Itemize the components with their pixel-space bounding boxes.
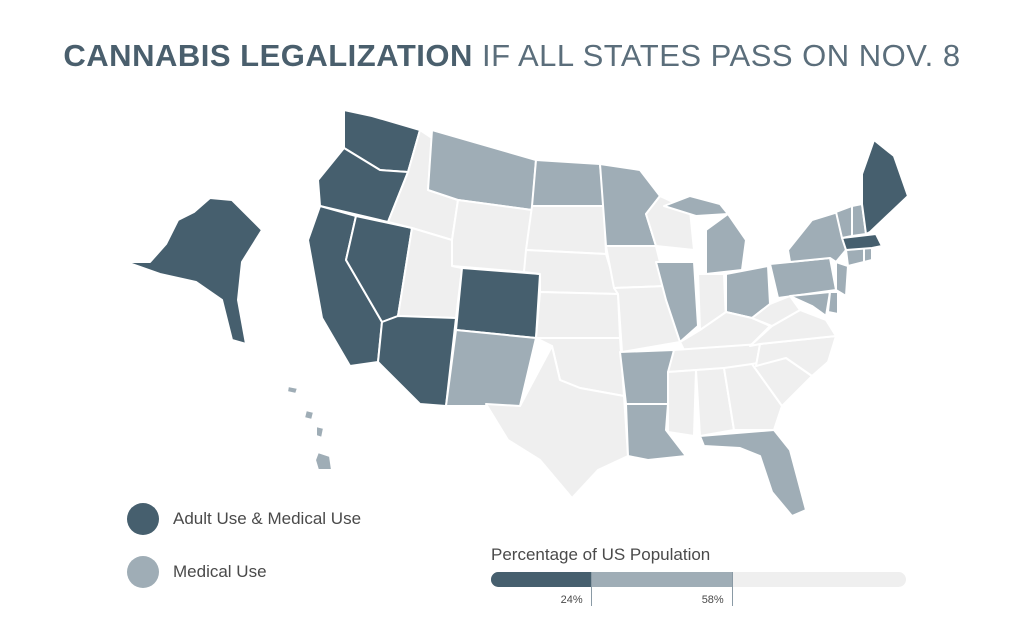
population-tick-medical bbox=[731, 572, 733, 606]
state-hawaii-maui bbox=[303, 409, 315, 421]
population-label-adult: 24% bbox=[560, 594, 583, 606]
legend-adult-label: Adult Use & Medical Use bbox=[173, 509, 362, 528]
state-michigan-upper bbox=[663, 195, 729, 217]
state-arizona bbox=[377, 315, 457, 407]
state-hawaii-oahu bbox=[286, 385, 299, 395]
state-georgia bbox=[723, 363, 783, 431]
legend-adult-use: Adult Use & Medical Use bbox=[127, 503, 361, 535]
title-light: IF ALL STATES PASS ON NOV. 8 bbox=[482, 38, 961, 73]
state-illinois bbox=[655, 261, 699, 343]
state-maine bbox=[861, 139, 909, 235]
state-michigan bbox=[705, 213, 747, 275]
state-massachusetts bbox=[841, 233, 883, 251]
state-new-mexico bbox=[445, 329, 537, 407]
population-title: Percentage of US Population bbox=[491, 545, 711, 564]
state-florida bbox=[699, 429, 807, 517]
state-alaska bbox=[125, 197, 263, 345]
state-wyoming bbox=[451, 199, 533, 273]
population-tick-adult bbox=[590, 572, 592, 606]
legend-medical-label: Medical Use bbox=[173, 562, 267, 581]
population-label-medical: 58% bbox=[701, 594, 724, 606]
state-hawaii-big bbox=[314, 451, 333, 471]
legend-medical-use: Medical Use bbox=[127, 556, 267, 588]
population-bar-adult bbox=[491, 572, 591, 587]
page-title: CANNABIS LEGALIZATION IF ALL STATES PASS… bbox=[0, 38, 1024, 74]
state-delaware bbox=[827, 291, 839, 315]
state-mississippi bbox=[667, 369, 697, 437]
state-missouri bbox=[613, 285, 681, 353]
legend-adult-swatch bbox=[127, 503, 159, 535]
state-maryland bbox=[789, 291, 831, 317]
legend-medical-swatch bbox=[127, 556, 159, 588]
state-minnesota bbox=[599, 163, 661, 247]
state-new-york bbox=[787, 211, 847, 263]
state-new-jersey bbox=[835, 261, 849, 297]
title-bold: CANNABIS LEGALIZATION bbox=[63, 38, 473, 73]
population-bar bbox=[491, 572, 906, 587]
state-colorado bbox=[455, 267, 541, 339]
state-kansas bbox=[535, 291, 621, 339]
state-west-virginia bbox=[751, 295, 801, 327]
state-north-dakota bbox=[531, 159, 605, 207]
state-south-dakota bbox=[525, 205, 607, 255]
state-arkansas bbox=[619, 349, 675, 405]
state-texas bbox=[485, 345, 629, 499]
state-hawaii-molokai bbox=[315, 425, 325, 439]
state-rhode-island bbox=[863, 247, 873, 263]
